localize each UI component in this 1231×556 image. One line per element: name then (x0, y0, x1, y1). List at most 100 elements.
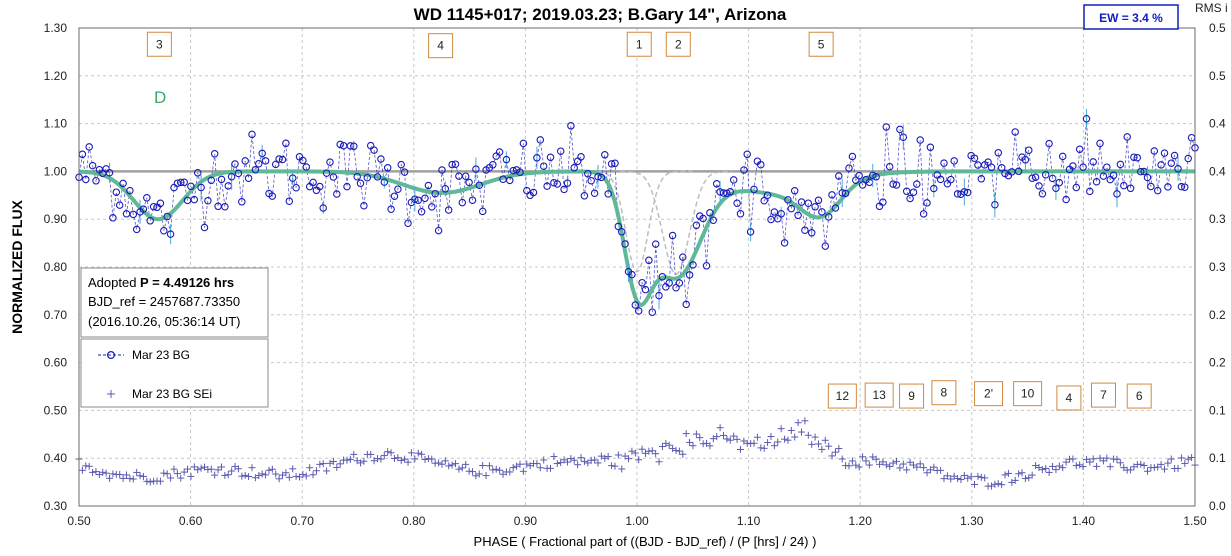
y2-tick-label: 0.0 (1209, 499, 1226, 513)
rms-point (380, 452, 388, 460)
rms-point (187, 472, 195, 480)
flux-point (387, 205, 395, 213)
flux-point (1113, 190, 1121, 198)
flux-point (950, 157, 958, 165)
rms-point (475, 470, 483, 478)
flux-point (234, 169, 243, 178)
dip-marker: 10 (1013, 381, 1043, 407)
rms-point (496, 466, 504, 474)
rms-point (767, 432, 775, 440)
rms-point (458, 464, 466, 472)
info-box: Adopted P = 4.49126 hrs BJD_ref = 245768… (80, 267, 269, 338)
rms-point (781, 435, 789, 443)
y2-tick-label: 0.3 (1209, 212, 1226, 226)
flux-point (668, 231, 677, 240)
rms-point (289, 465, 297, 473)
rms-point (102, 469, 110, 477)
flux-point (1072, 183, 1081, 192)
chart-title: WD 1145+017; 2019.03.23; B.Gary 14", Ari… (414, 5, 787, 24)
flux-point (858, 181, 867, 189)
rms-point (801, 417, 809, 425)
rms-point (228, 467, 236, 475)
rms-point (245, 472, 253, 480)
flux-point (977, 175, 986, 183)
flux-point (885, 162, 894, 171)
flux-point (916, 136, 924, 144)
rms-point (387, 449, 395, 457)
legend-label-rms: Mar 23 BG SEi (132, 387, 212, 401)
rms-point (1052, 466, 1060, 474)
rms-point (998, 481, 1006, 489)
flux-point (621, 240, 629, 248)
rms-point (316, 460, 324, 468)
flux-point (451, 160, 460, 168)
rms-point (390, 454, 398, 462)
flux-point (258, 149, 266, 158)
rms-point (85, 462, 93, 470)
rms-point (89, 468, 97, 476)
rms-point (563, 458, 571, 466)
rms-point (913, 463, 921, 471)
rms-point (146, 478, 154, 486)
flux-point (1035, 182, 1043, 190)
flux-point (655, 291, 663, 300)
rms-point (482, 472, 490, 480)
flux-point (458, 198, 467, 207)
info-line-1-prefix: Adopted (88, 275, 140, 290)
dip-marker-label: 3 (156, 37, 163, 51)
rms-point (224, 471, 232, 479)
rms-point (407, 449, 415, 457)
flux-point (227, 172, 236, 181)
flux-point (109, 214, 117, 222)
flux-point (1126, 184, 1135, 193)
rms-point (835, 445, 843, 453)
dip-marker-label: 4 (1066, 391, 1073, 405)
rms-point (611, 462, 619, 470)
flux-point (1038, 190, 1047, 198)
flux-point (431, 189, 439, 198)
flux-point (329, 173, 338, 181)
rms-point (821, 436, 829, 444)
flux-point (577, 153, 585, 161)
rms-point (1069, 455, 1077, 463)
flux-point (92, 177, 100, 185)
y-tick-label: 0.30 (44, 499, 68, 513)
rms-point (798, 428, 806, 436)
rms-point (730, 432, 738, 440)
rms-point (889, 459, 897, 467)
dip-marker-label: 13 (872, 388, 886, 402)
dip-marker-label: 6 (1136, 389, 1143, 403)
legend-marker-flux (106, 351, 115, 360)
flux-point (397, 160, 405, 169)
flux-point (1150, 147, 1159, 155)
x-tick-label: 1.00 (625, 514, 649, 528)
flux-point (1103, 163, 1111, 171)
rms-point (675, 447, 683, 455)
rms-point (719, 431, 727, 439)
rms-point (930, 463, 938, 471)
flux-point (377, 155, 385, 163)
rms-point (1011, 476, 1019, 484)
flux-point (580, 192, 589, 200)
x-tick-label: 0.60 (179, 514, 203, 528)
rms-point (770, 442, 778, 450)
rms-point (808, 440, 816, 448)
rms-point (753, 433, 761, 441)
flux-point (275, 155, 283, 163)
flux-point (1164, 183, 1172, 191)
rms-point (981, 474, 989, 482)
rms-point (940, 475, 948, 483)
flux-point (177, 178, 185, 187)
flux-point (835, 172, 843, 180)
rms-point (506, 468, 514, 476)
flux-point (984, 158, 992, 166)
rms-point (692, 430, 700, 438)
rms-point (896, 464, 904, 472)
flux-point (539, 162, 548, 170)
flux-point (919, 210, 928, 218)
rms-point (1049, 462, 1057, 470)
flux-point (478, 207, 487, 216)
rms-point (156, 477, 164, 485)
rms-point (119, 474, 127, 482)
flux-point (343, 182, 351, 191)
